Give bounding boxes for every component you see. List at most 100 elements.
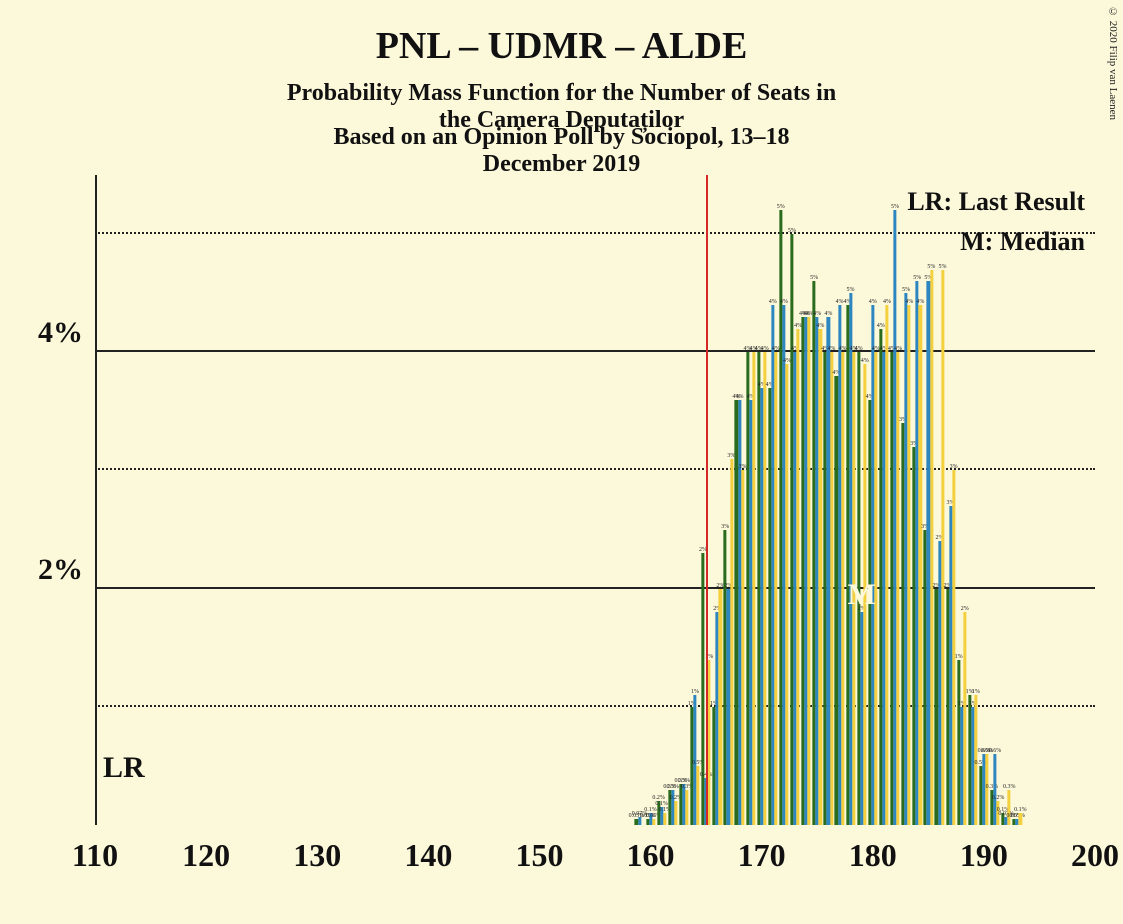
bar-group: 4%4%4%: [835, 175, 844, 825]
bar: 0.6%: [985, 754, 988, 825]
bar-value-label: 4%: [769, 299, 777, 305]
bar-group: [101, 175, 110, 825]
bar-group: 0.5%0.6%0.6%: [979, 175, 988, 825]
bar-group: [246, 175, 255, 825]
legend-lr: LR: Last Result: [907, 187, 1085, 217]
bar: 0.1%: [663, 813, 666, 825]
bar-value-label: 4%: [835, 299, 843, 305]
bar: 4%: [785, 364, 788, 825]
bar-group: 2%3%3%: [946, 175, 955, 825]
bar-group: [324, 175, 333, 825]
bar-group: [279, 175, 288, 825]
bar-group: [568, 175, 577, 825]
bar-group: 5% 4% 4%: [813, 175, 822, 825]
bar-group: [1057, 175, 1066, 825]
bar-value-label: 0.05%: [1009, 813, 1025, 819]
lr-indicator-line: [706, 175, 708, 825]
bar-group: [1035, 175, 1044, 825]
x-tick-label: 160: [627, 825, 675, 874]
bar: 4%: [897, 352, 900, 825]
bar-group: 1%1%0.5%: [690, 175, 699, 825]
bar-group: [224, 175, 233, 825]
bar-group: 2%2%5%: [935, 175, 944, 825]
bar-group: 4%5%4%: [890, 175, 899, 825]
bar-group: 0.2%0.1%0.1%: [657, 175, 666, 825]
chart-container: PNL – UDMR – ALDE Probability Mass Funct…: [0, 0, 1123, 924]
bar-group: [579, 175, 588, 825]
bar-value-label: 4%: [813, 311, 821, 317]
bar-group: 0.05%0.05%0.1%: [1013, 175, 1022, 825]
bar-group: 4%4%3%: [735, 175, 744, 825]
bar-group: 4%5%4%: [846, 175, 855, 825]
bar-group: [457, 175, 466, 825]
bar-value-label: 0.6%: [989, 748, 1002, 754]
x-tick-label: 170: [738, 825, 786, 874]
bar-value-label: 4%: [824, 311, 832, 317]
bar-group: [546, 175, 555, 825]
lr-marker-label: LR: [103, 751, 145, 785]
bar-group: 0.3%0.6%0.2%: [990, 175, 999, 825]
bar-group: 0.05%0.1%0.05%: [646, 175, 655, 825]
bar-group: 0.3%0.3%0.3%: [679, 175, 688, 825]
bar-value-label: 5%: [777, 204, 785, 210]
bar-value-label: 1%: [691, 689, 699, 695]
median-marker-label: M: [847, 578, 875, 612]
bar-group: [157, 175, 166, 825]
bar-value-label: 4%: [855, 346, 863, 352]
bar-group: [490, 175, 499, 825]
chart-subtitle-2: Based on an Opinion Poll by Sociopol, 13…: [281, 124, 843, 178]
bar-value-label: 5%: [810, 275, 818, 281]
bar-value-label: 5%: [847, 287, 855, 293]
bar-group: [346, 175, 355, 825]
bar-group: [257, 175, 266, 825]
bar: 0.1%: [1019, 813, 1022, 825]
bar-group: 5%4%4%: [779, 175, 788, 825]
bar-group: [313, 175, 322, 825]
bar-group: [557, 175, 566, 825]
bar-group: [179, 175, 188, 825]
legend-m: M: Median: [960, 227, 1085, 257]
y-tick-label: 2%: [38, 553, 95, 587]
bar-group: [479, 175, 488, 825]
bar-group: [124, 175, 133, 825]
bar: 5%: [941, 270, 944, 825]
bar-group: 4%2%4%: [857, 175, 866, 825]
bar-group: 0.3%0.3%0.2%: [668, 175, 677, 825]
x-tick-label: 180: [849, 825, 897, 874]
bar-group: [168, 175, 177, 825]
bar-group: [268, 175, 277, 825]
bar-group: [535, 175, 544, 825]
bar-group: [390, 175, 399, 825]
bar: 3%: [741, 470, 744, 825]
bar: 4%: [819, 329, 822, 825]
bar: 4%: [752, 352, 755, 825]
bar-group: 5%4%4%: [790, 175, 799, 825]
bar-group: [235, 175, 244, 825]
bar-group: 4%4%4%: [868, 175, 877, 825]
bar-group: 1%1%1%: [968, 175, 977, 825]
plot-area: 2%4% 110120130140150160170180190200 0.05…: [95, 175, 1095, 825]
x-tick-label: 150: [515, 825, 563, 874]
x-tick-label: 190: [960, 825, 1008, 874]
bar-value-label: 1%: [955, 654, 963, 660]
bar-value-label: 5%: [788, 228, 796, 234]
bar-group: [357, 175, 366, 825]
bar: 5%: [930, 270, 933, 825]
bar-group: 3%5%4%: [913, 175, 922, 825]
bar-group: [624, 175, 633, 825]
bar-group: 4%4%4%: [879, 175, 888, 825]
bar-group: 3%5%5%: [924, 175, 933, 825]
bar: 0.2%: [674, 801, 677, 825]
bar-value-label: 5%: [891, 204, 899, 210]
bar-group: [290, 175, 299, 825]
bar: 1%: [708, 660, 711, 825]
bar-group: [513, 175, 522, 825]
x-tick-label: 120: [182, 825, 230, 874]
bar-value-label: 4%: [869, 299, 877, 305]
x-tick-label: 110: [72, 825, 118, 874]
bar-group: [401, 175, 410, 825]
x-tick-label: 130: [293, 825, 341, 874]
bar-group: [413, 175, 422, 825]
bar: 4%: [885, 305, 888, 825]
bar-group: [524, 175, 533, 825]
